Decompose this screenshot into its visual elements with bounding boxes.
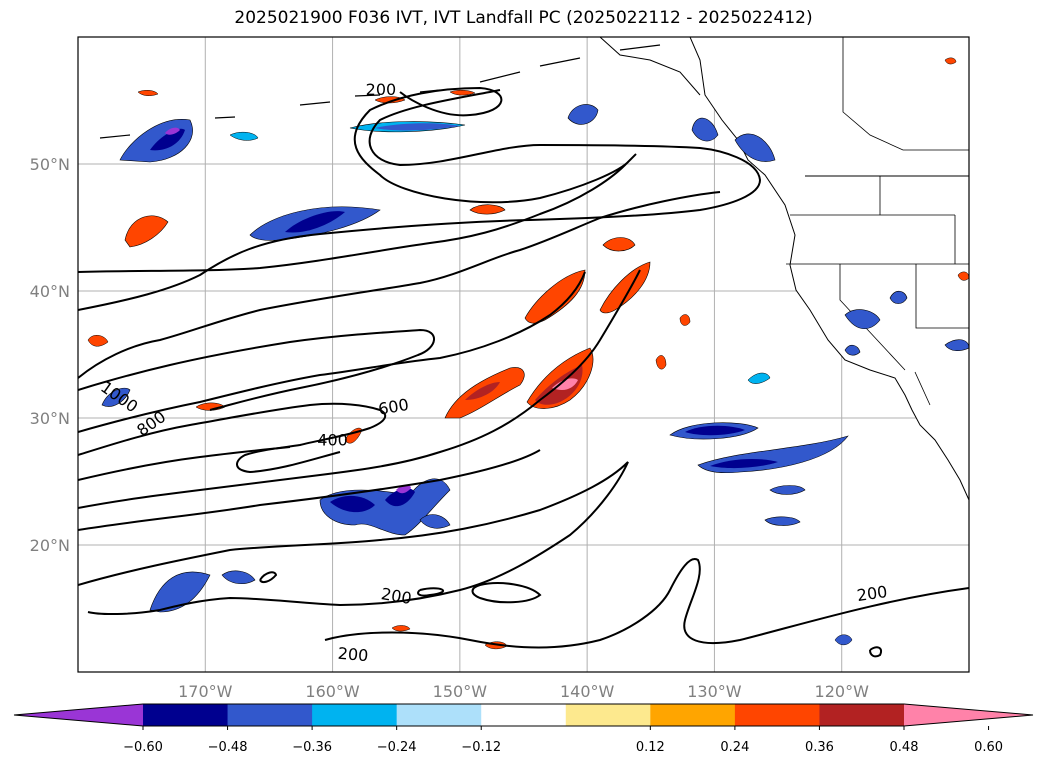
colorbar-tick-label: 0.60 (974, 740, 1003, 755)
colorbar-tick-label: −0.12 (461, 740, 501, 755)
colorbar-tick-label: 0.48 (890, 740, 919, 755)
lon-tick-label: 170°W (178, 682, 233, 701)
colorbar-bin (734, 704, 820, 726)
colorbar-bin (819, 704, 905, 726)
colorbar-bin (312, 704, 398, 726)
contour-label: 200 (337, 644, 369, 666)
lat-tick-label: 50°N (30, 155, 70, 174)
colorbar-bin (565, 704, 651, 726)
state-borders (786, 37, 969, 406)
contour-label: 200 (856, 582, 889, 605)
colorbar-bin (143, 704, 229, 726)
colorbar-tick-label: −0.24 (377, 740, 417, 755)
colorbar-bin (227, 704, 313, 726)
lon-tick-label: 120°W (815, 682, 870, 701)
page-title: 2025021900 F036 IVT, IVT Landfall PC (20… (234, 8, 813, 28)
map-frame (77, 36, 970, 673)
axis-tick-labels: 170°W 160°W 150°W 140°W 130°W 120°W 50°N 40°N 30… (30, 155, 869, 701)
lat-tick-label: 30°N (30, 409, 70, 428)
colorbar-bin (481, 704, 567, 726)
lon-tick-label: 140°W (560, 682, 615, 701)
lon-tick-label: 130°W (687, 682, 742, 701)
contour-label: 200 (366, 80, 397, 99)
colorbar-extend-high (904, 704, 1033, 726)
negative-anomaly-shading (101, 104, 969, 646)
contour-label: 400 (317, 430, 348, 449)
colorbar-tick-label: −0.48 (208, 740, 248, 755)
lat-tick-label: 20°N (30, 536, 70, 555)
colorbar-extend-low (14, 704, 143, 726)
colorbar-tick-label: 0.36 (805, 740, 834, 755)
positive-anomaly-shading (87, 57, 969, 650)
lon-tick-label: 160°W (305, 682, 360, 701)
colorbar-bin (650, 704, 736, 726)
colorbar-tick-label: 0.12 (636, 740, 665, 755)
colorbar-tick-label: 0.24 (720, 740, 749, 755)
ivt-contours (78, 86, 969, 658)
colorbar-tick-label: −0.60 (123, 740, 163, 755)
alaska-coast (599, 37, 701, 96)
lat-tick-label: 40°N (30, 282, 70, 301)
colorbar-bin (396, 704, 482, 726)
colorbar-tick-label: −0.36 (292, 740, 332, 755)
colorbar: −0.60 −0.48 −0.36 −0.24 −0.12 0.12 0.24 0.36 0.4… (13, 703, 1034, 755)
lon-tick-label: 150°W (433, 682, 488, 701)
